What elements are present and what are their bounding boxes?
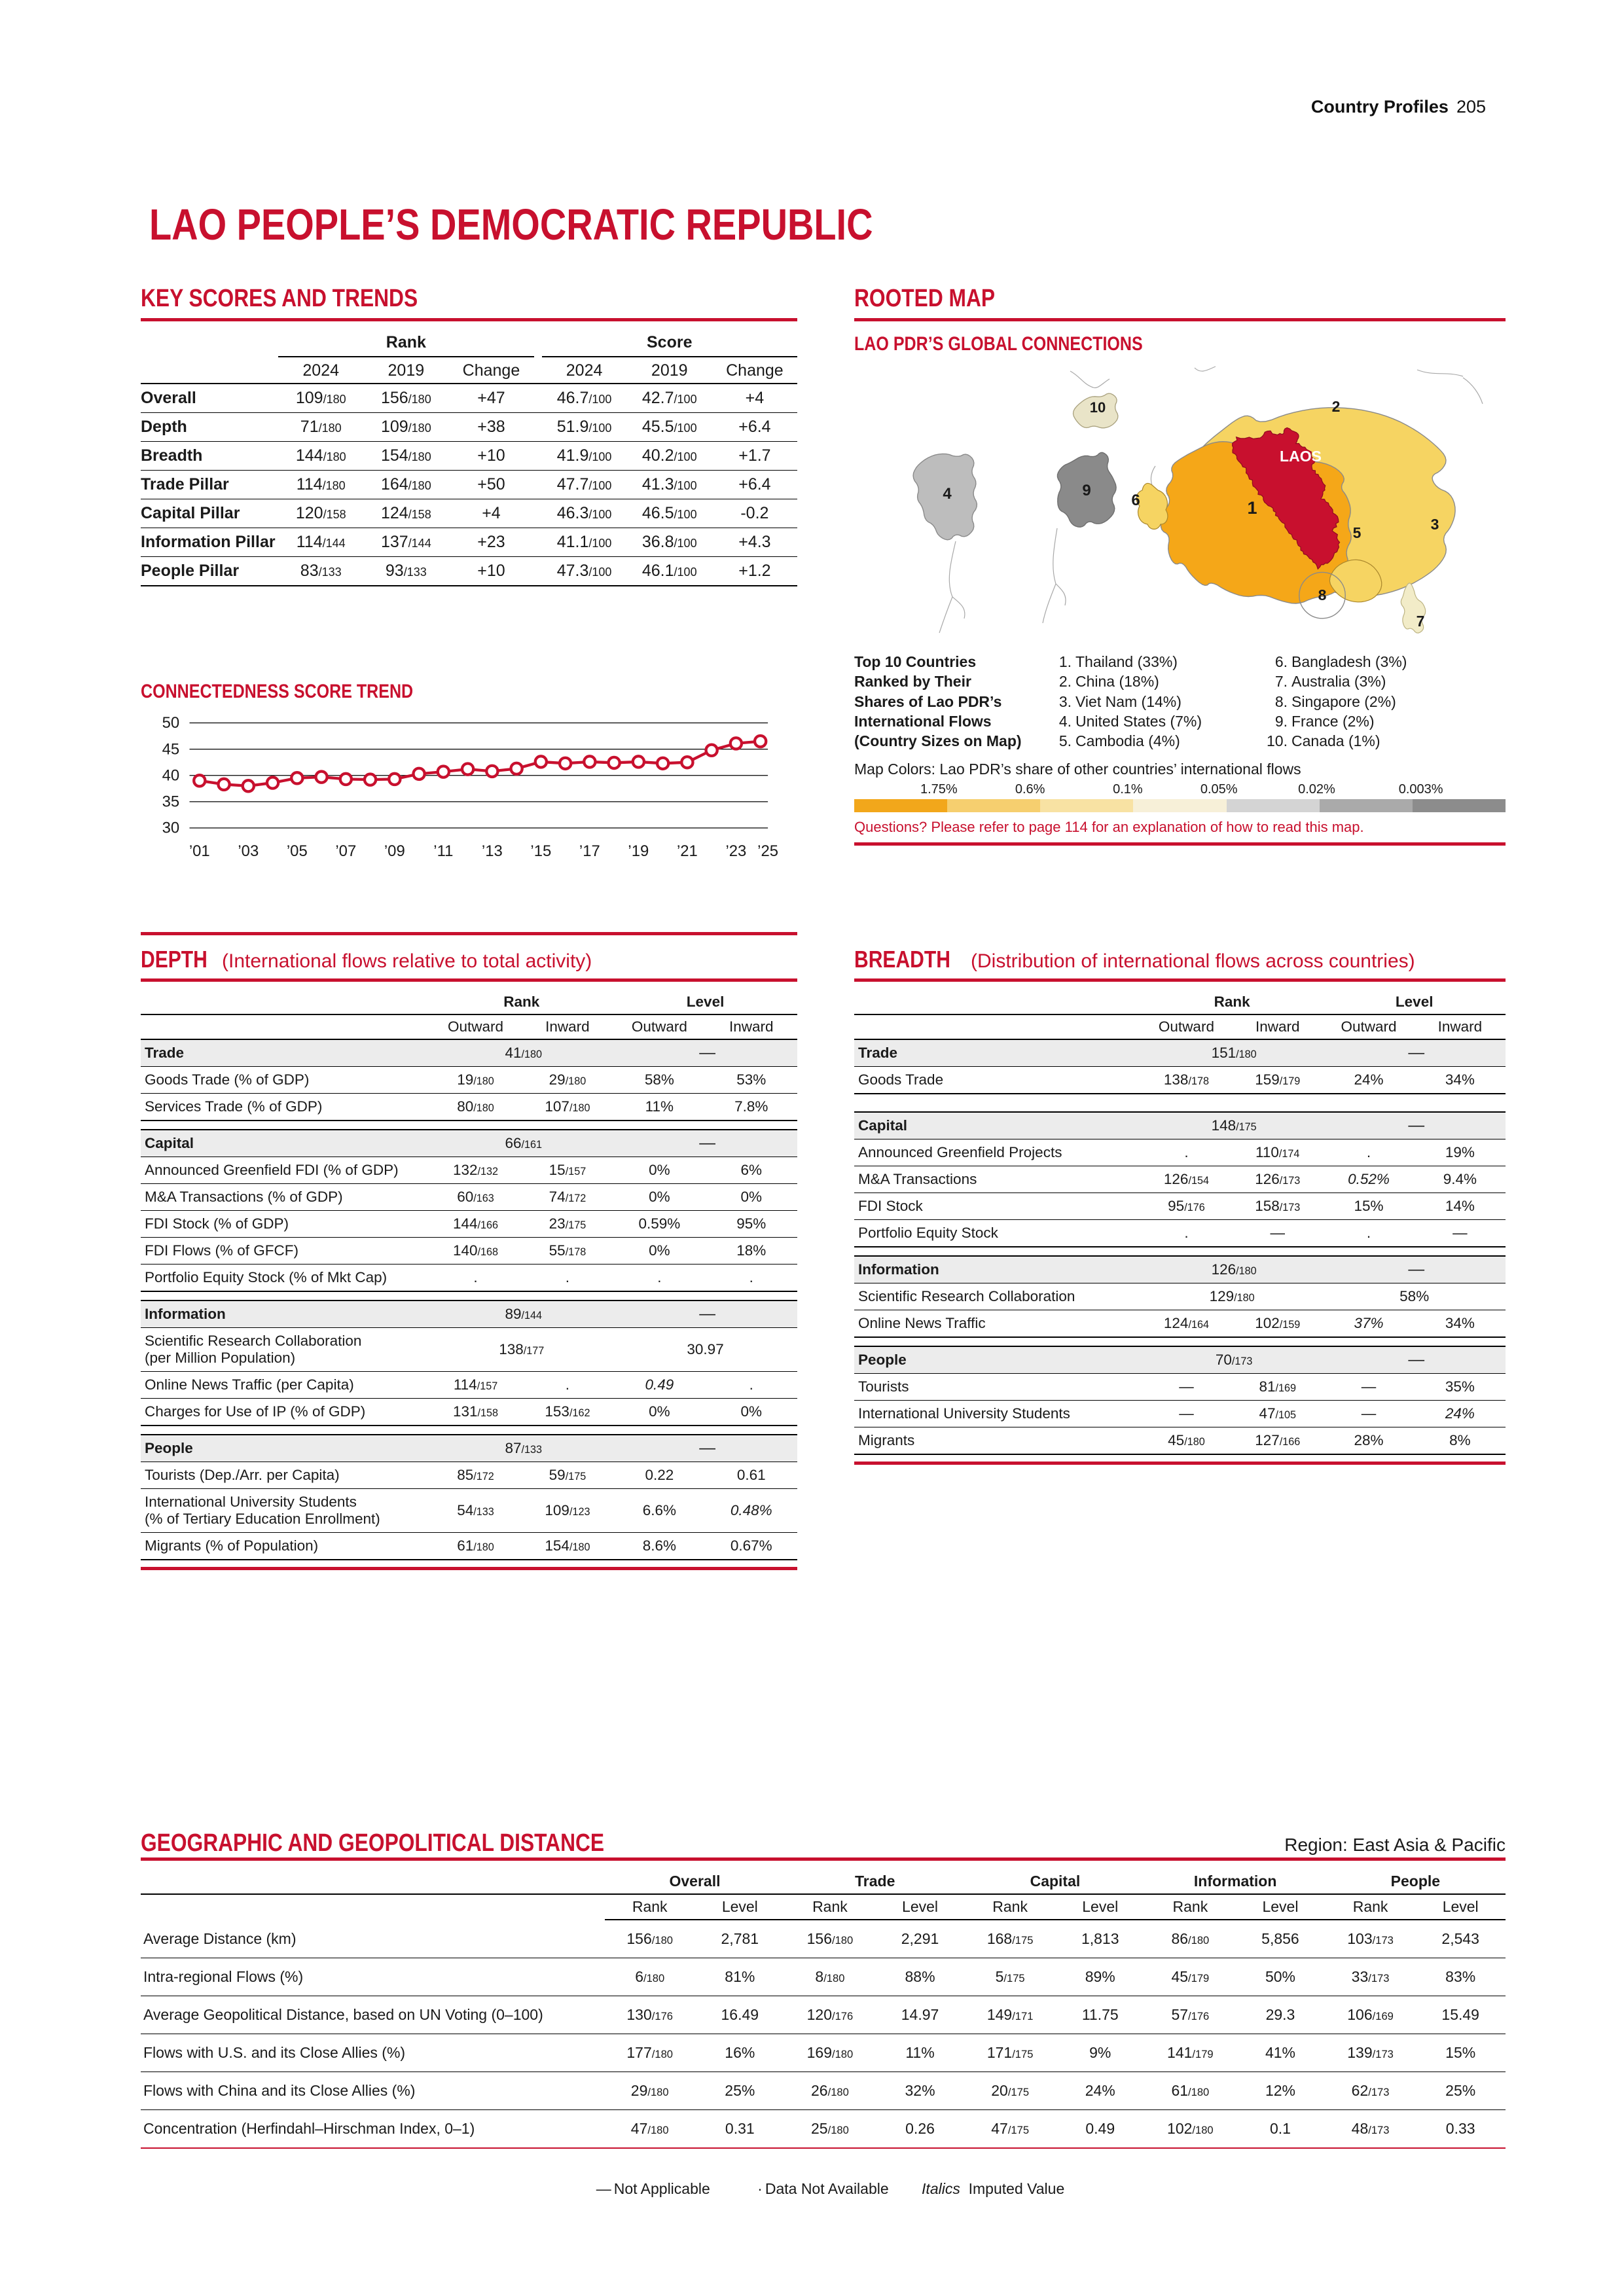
- svg-text:50: 50: [162, 714, 180, 732]
- svg-text:’03: ’03: [238, 842, 259, 860]
- svg-text:35: 35: [162, 793, 180, 811]
- svg-text:’15: ’15: [530, 842, 551, 860]
- svg-text:’19: ’19: [628, 842, 649, 860]
- svg-text:5: 5: [1353, 524, 1362, 541]
- svg-text:’13: ’13: [482, 842, 503, 860]
- svg-text:LAOS: LAOS: [1280, 448, 1322, 465]
- svg-text:’09: ’09: [384, 842, 405, 860]
- svg-text:’25: ’25: [757, 842, 778, 860]
- svg-text:’21: ’21: [677, 842, 698, 860]
- svg-text:’11: ’11: [433, 842, 453, 860]
- svg-text:3: 3: [1431, 516, 1439, 533]
- svg-text:2: 2: [1332, 398, 1341, 415]
- svg-text:1: 1: [1247, 498, 1257, 518]
- svg-text:’23: ’23: [725, 842, 746, 860]
- svg-text:6: 6: [1131, 492, 1140, 509]
- svg-text:’07: ’07: [335, 842, 356, 860]
- svg-text:40: 40: [162, 766, 180, 784]
- svg-text:30: 30: [162, 819, 180, 837]
- svg-text:9: 9: [1082, 482, 1091, 499]
- svg-text:’05: ’05: [287, 842, 308, 860]
- svg-text:8: 8: [1318, 586, 1327, 603]
- svg-text:10: 10: [1090, 399, 1106, 416]
- svg-text:’17: ’17: [579, 842, 600, 860]
- svg-text:7: 7: [1416, 613, 1425, 630]
- svg-text:45: 45: [162, 740, 180, 758]
- svg-text:4: 4: [943, 485, 952, 503]
- svg-text:’01: ’01: [189, 842, 210, 860]
